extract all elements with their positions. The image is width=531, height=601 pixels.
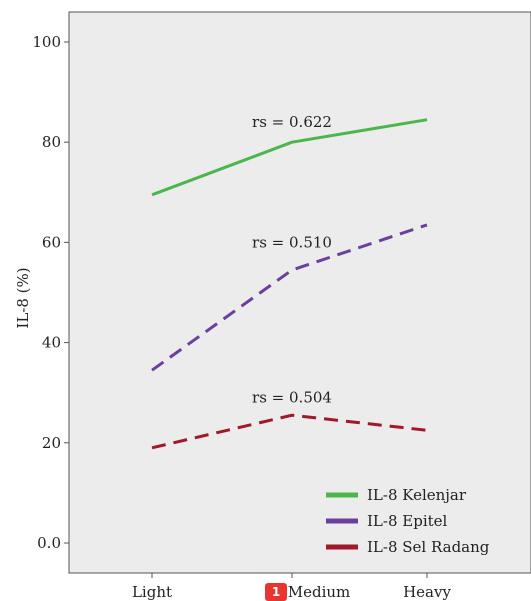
series-line-0: [151, 118, 428, 197]
series-group: [151, 118, 428, 450]
plot-area: [68, 11, 531, 574]
x-tick-label: Light: [132, 583, 172, 601]
y-axis-title: IL-8 (%): [14, 267, 32, 328]
legend: IL-8 Kelenjar IL-8 Epitel IL-8 Sel Radang: [326, 486, 490, 556]
y-tick-label: 20: [42, 434, 61, 452]
legend-label: IL-8 Sel Radang: [367, 538, 490, 556]
y-tick-label: 40: [42, 334, 61, 352]
x-tick-label: Medium: [288, 583, 351, 601]
x-tick-label: Heavy: [403, 583, 451, 601]
legend-label: IL-8 Kelenjar: [367, 486, 467, 504]
series-line-1: [151, 223, 428, 372]
y-axis: 0.0 20 40 60 80 100: [32, 33, 69, 552]
y-tick-label: 60: [42, 233, 61, 251]
y-tick-label: 0.0: [37, 534, 61, 552]
page-number-badge: 1: [265, 583, 287, 601]
y-tick-label: 100: [32, 33, 61, 51]
annotation-group: rs = 0.622 rs = 0.510 rs = 0.504: [252, 113, 332, 407]
correlation-annotation: rs = 0.510: [252, 233, 332, 251]
legend-label: IL-8 Epitel: [367, 512, 448, 530]
correlation-annotation: rs = 0.504: [252, 389, 332, 407]
series-line-2: [151, 413, 428, 450]
correlation-annotation: rs = 0.622: [252, 113, 332, 131]
x-axis: Light Medium Heavy: [132, 573, 451, 601]
y-tick-label: 80: [42, 133, 61, 151]
